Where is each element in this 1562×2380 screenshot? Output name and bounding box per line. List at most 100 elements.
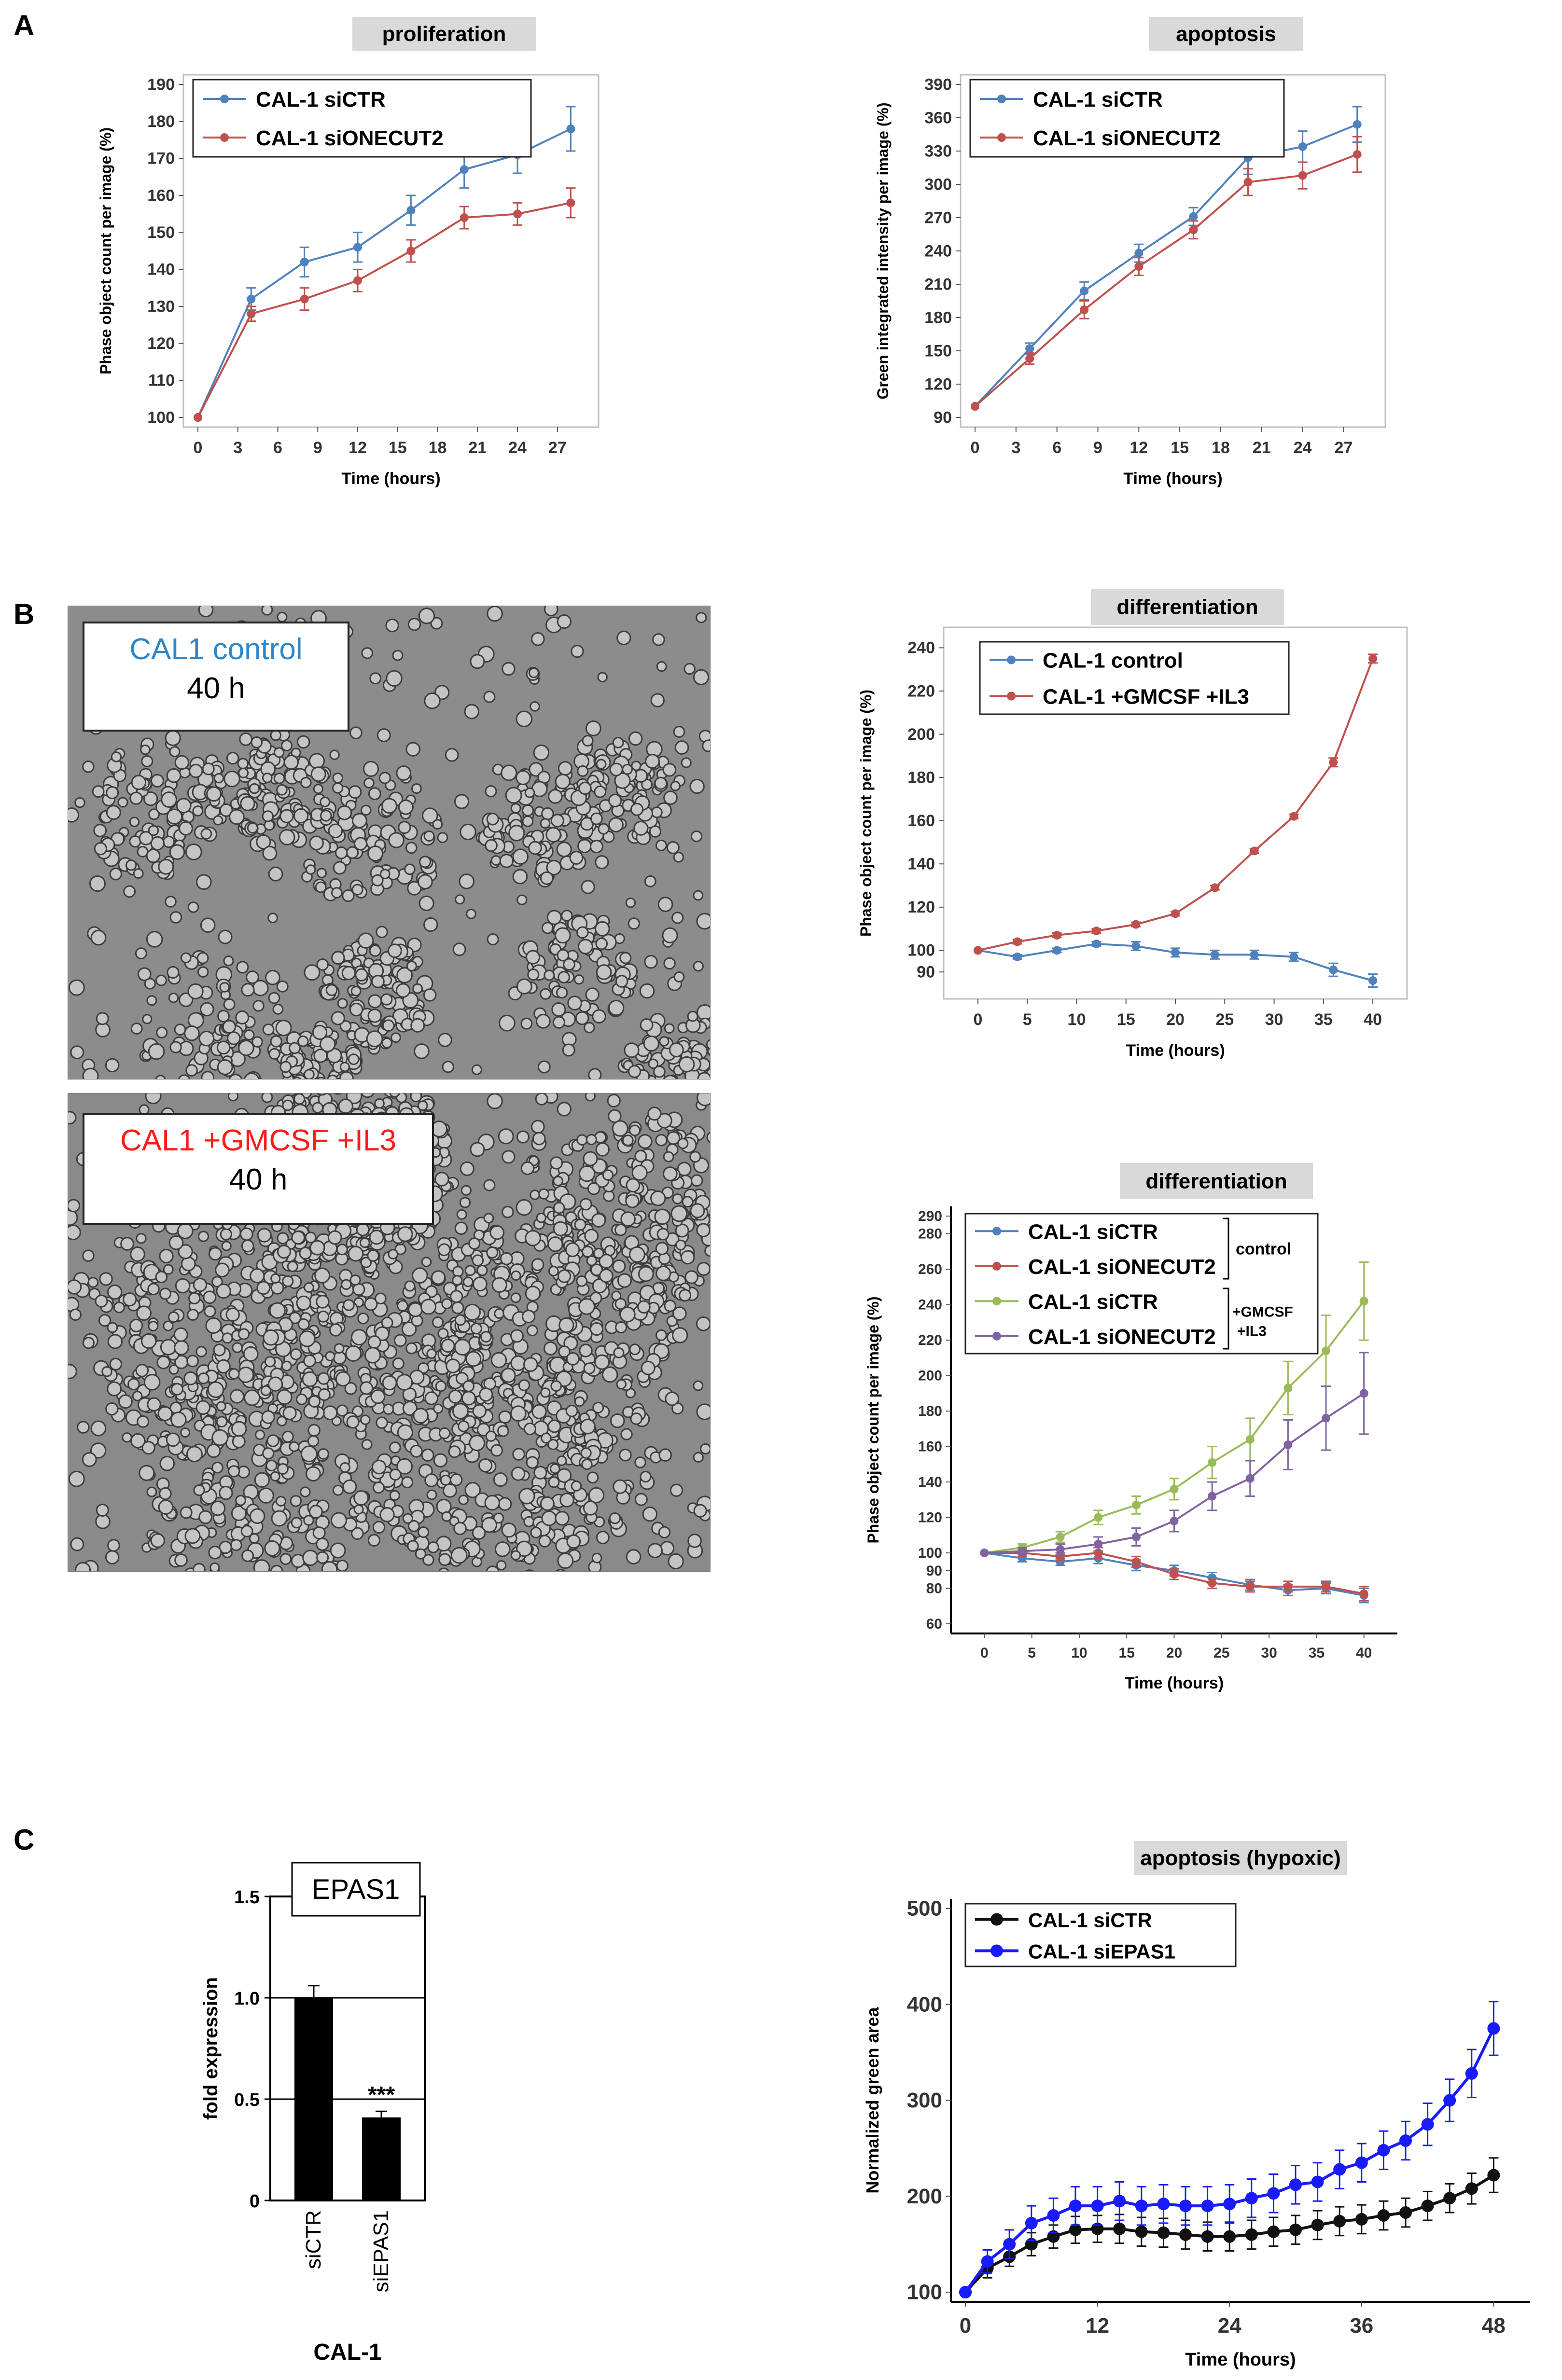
cell-shape — [238, 767, 249, 778]
cell-shape — [424, 1391, 439, 1405]
cell-shape — [125, 859, 137, 871]
cell-shape — [566, 1534, 581, 1549]
cell-shape — [117, 797, 128, 808]
cell-shape — [367, 845, 384, 862]
cell-shape — [557, 949, 570, 962]
data-point — [1311, 2175, 1324, 2188]
data-point — [1465, 2182, 1478, 2195]
data-point — [1333, 2214, 1346, 2228]
data-point — [1179, 2228, 1192, 2241]
cell-shape — [524, 787, 535, 798]
cell-shape — [140, 744, 151, 755]
cell-shape — [206, 1443, 221, 1458]
cell-shape — [90, 929, 107, 946]
cell-shape — [590, 812, 603, 825]
cell-shape — [304, 1282, 314, 1293]
cell-shape — [490, 1444, 503, 1457]
cell-shape — [202, 762, 215, 775]
cell-shape — [168, 992, 179, 1003]
cell-shape — [472, 1276, 488, 1292]
cell-shape — [318, 1448, 329, 1460]
legend-marker — [997, 95, 1006, 103]
y-tick-label: 100 — [907, 941, 935, 960]
cell-shape — [325, 1351, 335, 1361]
cell-shape — [279, 809, 294, 823]
cell-shape — [282, 1099, 293, 1111]
x-tick-label: 12 — [1130, 439, 1148, 457]
x-tick-label: 0 — [960, 2314, 971, 2338]
cell-shape — [533, 744, 550, 761]
cell-shape — [175, 1278, 191, 1294]
cell-shape — [454, 1314, 466, 1326]
panel-label-c: C — [14, 1824, 35, 1856]
cell-shape — [454, 1339, 471, 1356]
cell-shape — [563, 958, 575, 971]
x-tick-label: 0 — [194, 439, 203, 457]
cell-shape — [452, 1403, 469, 1420]
cell-shape — [393, 1334, 407, 1347]
legend-marker — [992, 1331, 1001, 1341]
cell-shape — [407, 618, 421, 631]
cell-shape — [610, 1413, 625, 1428]
cell-shape — [196, 952, 209, 964]
cell-shape — [107, 1381, 122, 1397]
cell-shape — [525, 1230, 541, 1246]
data-point — [1091, 2200, 1104, 2213]
cell-shape — [658, 1526, 671, 1539]
cell-shape — [303, 1354, 316, 1368]
cell-shape — [597, 672, 608, 683]
cell-shape — [584, 1229, 599, 1244]
y-tick-label: 360 — [924, 109, 952, 127]
data-point — [1377, 2144, 1390, 2157]
cell-shape — [236, 961, 249, 974]
cell-shape — [173, 1327, 188, 1342]
y-axis-label: Phase object count per image (%) — [865, 1296, 882, 1543]
cell-shape — [558, 1317, 574, 1333]
cell-shape — [353, 1504, 364, 1515]
cell-shape — [540, 871, 554, 885]
cell-shape — [456, 1209, 467, 1220]
data-point — [1135, 2200, 1148, 2213]
x-tick-label: 0 — [980, 1645, 989, 1661]
cell-shape — [673, 852, 684, 863]
cell-shape — [184, 1025, 200, 1041]
cell-shape — [300, 1445, 318, 1463]
cell-shape — [256, 1281, 271, 1295]
cell-shape — [381, 798, 397, 814]
legend-bracket — [1223, 1218, 1229, 1280]
data-point — [1025, 354, 1034, 363]
cell-shape — [626, 1549, 642, 1564]
cell-shape — [195, 1400, 211, 1415]
x-tick-label: 24 — [1294, 439, 1312, 457]
cell-shape — [561, 910, 573, 922]
cell-shape — [634, 1456, 646, 1468]
cell-shape — [392, 1357, 404, 1370]
cell-shape — [693, 669, 710, 685]
cell-shape — [418, 895, 434, 911]
cell-shape — [423, 917, 438, 932]
cell-shape — [317, 1372, 330, 1385]
cell-shape — [697, 1072, 710, 1079]
legend-marker — [990, 1913, 1003, 1926]
cell-shape — [437, 832, 448, 844]
cell-shape — [291, 1517, 303, 1529]
cell-shape — [68, 1279, 82, 1295]
data-point — [1487, 2022, 1500, 2035]
cell-shape — [430, 617, 443, 630]
cell-shape — [238, 1039, 254, 1056]
cell-shape — [209, 1247, 223, 1261]
cell-shape — [530, 701, 540, 712]
cell-shape — [502, 662, 516, 676]
cell-shape — [371, 874, 384, 886]
cell-shape — [139, 1465, 155, 1481]
cell-shape — [544, 969, 555, 981]
cell-shape — [270, 729, 282, 741]
data-point — [1243, 178, 1253, 187]
cell-shape — [341, 966, 356, 981]
cell-shape — [237, 1328, 250, 1340]
cell-shape — [227, 1093, 239, 1102]
cell-shape — [441, 1339, 455, 1353]
cell-shape — [476, 1423, 490, 1437]
y-tick-label: 90 — [934, 408, 952, 427]
cell-shape — [192, 805, 204, 817]
